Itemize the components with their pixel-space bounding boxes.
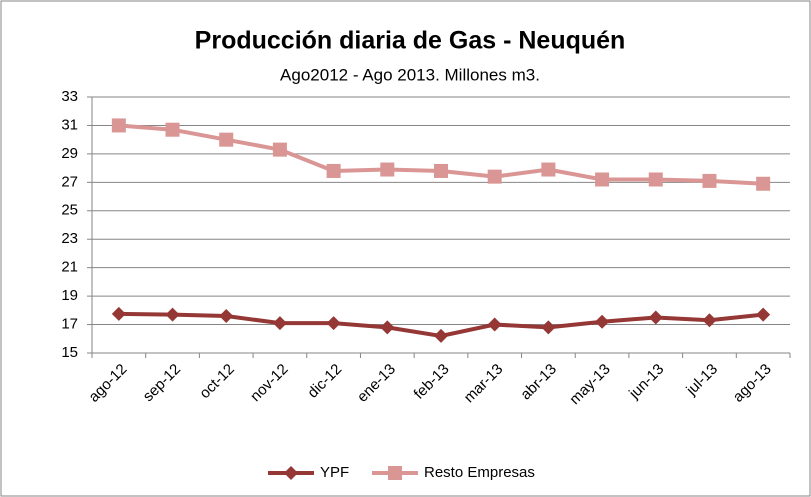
marker xyxy=(380,320,395,335)
chart-title: Producción diaria de Gas - Neuquén xyxy=(195,27,626,55)
chart-subtitle: Ago2012 - Ago 2013. Millones m3. xyxy=(280,65,540,84)
marker xyxy=(388,466,402,480)
marker xyxy=(434,163,448,178)
y-tick-label: 27 xyxy=(61,173,78,190)
marker xyxy=(756,307,771,322)
marker xyxy=(165,122,180,137)
marker xyxy=(111,306,126,321)
y-tick-label: 31 xyxy=(61,116,78,133)
y-tick-label: 33 xyxy=(61,88,78,105)
legend-label: Resto Empresas xyxy=(424,464,535,481)
marker xyxy=(326,163,341,178)
marker xyxy=(284,466,298,480)
marker xyxy=(487,317,502,332)
legend-label: YPF xyxy=(320,464,349,481)
marker xyxy=(541,320,556,335)
marker xyxy=(219,309,234,324)
marker xyxy=(648,172,663,187)
marker xyxy=(111,118,126,133)
marker xyxy=(595,314,610,329)
marker xyxy=(165,307,180,322)
marker xyxy=(380,162,395,177)
marker xyxy=(756,176,771,191)
y-tick-label: 19 xyxy=(61,287,78,304)
marker xyxy=(595,172,610,187)
y-tick-label: 25 xyxy=(61,202,78,219)
y-tick-label: 21 xyxy=(61,259,78,276)
marker xyxy=(702,173,717,188)
marker xyxy=(541,162,556,177)
marker xyxy=(434,328,448,343)
marker xyxy=(272,142,287,157)
y-tick-label: 17 xyxy=(61,316,78,333)
y-tick-label: 29 xyxy=(61,145,78,162)
y-tick-label: 15 xyxy=(61,344,78,361)
marker xyxy=(326,316,341,331)
y-tick-label: 23 xyxy=(61,230,78,247)
marker xyxy=(272,316,287,331)
marker xyxy=(648,310,663,325)
marker xyxy=(487,169,502,184)
marker xyxy=(219,132,234,147)
marker xyxy=(702,313,717,328)
